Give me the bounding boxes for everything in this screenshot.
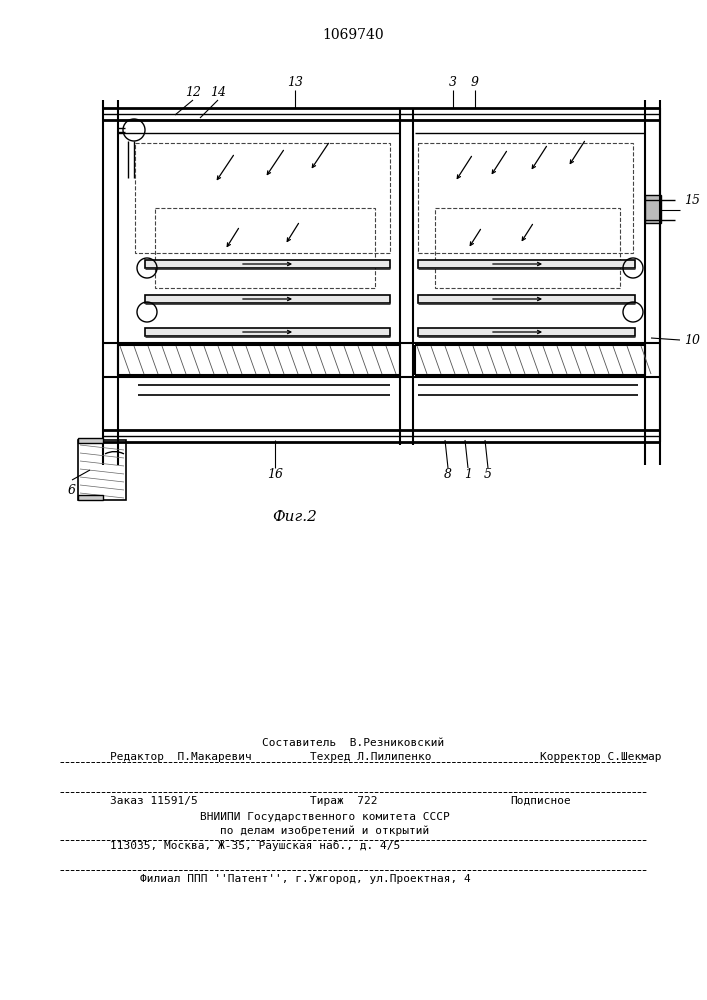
- Text: 3: 3: [449, 76, 457, 89]
- Bar: [78, 440, 126, 500]
- Bar: [155, 208, 375, 288]
- Text: 10: 10: [684, 334, 700, 347]
- Text: Подписное: Подписное: [510, 796, 571, 806]
- Text: 15: 15: [684, 194, 700, 207]
- Text: 12: 12: [185, 86, 201, 99]
- Text: 13: 13: [287, 76, 303, 89]
- Bar: [645, 195, 661, 223]
- Text: 14: 14: [210, 86, 226, 99]
- Text: Корректор С.Шекмар: Корректор С.Шекмар: [540, 752, 662, 762]
- Text: Тираж  722: Тираж 722: [310, 796, 378, 806]
- Bar: [145, 260, 390, 268]
- Text: Заказ 11591/5: Заказ 11591/5: [110, 796, 198, 806]
- Text: 1069740: 1069740: [322, 28, 384, 42]
- Text: 16: 16: [267, 468, 283, 482]
- Text: 9: 9: [471, 76, 479, 89]
- Text: 8: 8: [444, 468, 452, 482]
- Bar: [78, 495, 103, 500]
- Bar: [78, 438, 103, 443]
- Text: Составитель  В.Резниковский: Составитель В.Резниковский: [262, 738, 444, 748]
- Text: ВНИИПИ Государственного комитета СССР: ВНИИПИ Государственного комитета СССР: [200, 812, 450, 822]
- Bar: [435, 208, 620, 288]
- Text: Редактор  П.Макаревич: Редактор П.Макаревич: [110, 752, 252, 762]
- Bar: [418, 260, 635, 268]
- Bar: [418, 143, 633, 253]
- Text: Филиал ППП ''Патент'', г.Ужгород, ул.Проектная, 4: Филиал ППП ''Патент'', г.Ужгород, ул.Про…: [140, 874, 471, 884]
- Bar: [135, 143, 390, 253]
- Text: 1: 1: [464, 468, 472, 482]
- Bar: [418, 295, 635, 303]
- Bar: [145, 295, 390, 303]
- Text: 6: 6: [68, 484, 76, 496]
- Bar: [145, 328, 390, 336]
- Bar: [418, 328, 635, 336]
- Text: Техред Л.Пилипенко: Техред Л.Пилипенко: [310, 752, 431, 762]
- Text: по делам изобретений и открытий: по делам изобретений и открытий: [220, 826, 429, 836]
- Text: Фиг.2: Фиг.2: [273, 510, 317, 524]
- Text: 5: 5: [484, 468, 492, 482]
- Text: 113035, Москва, Ж-35, Раушская наб., д. 4/5: 113035, Москва, Ж-35, Раушская наб., д. …: [110, 841, 400, 851]
